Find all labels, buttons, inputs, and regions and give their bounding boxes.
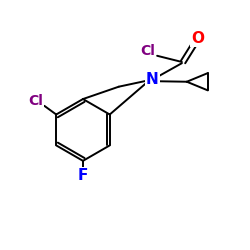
Text: O: O — [192, 31, 204, 46]
Text: F: F — [78, 168, 88, 183]
Text: N: N — [146, 72, 158, 87]
Text: Cl: Cl — [28, 94, 43, 108]
Text: Cl: Cl — [140, 44, 155, 58]
